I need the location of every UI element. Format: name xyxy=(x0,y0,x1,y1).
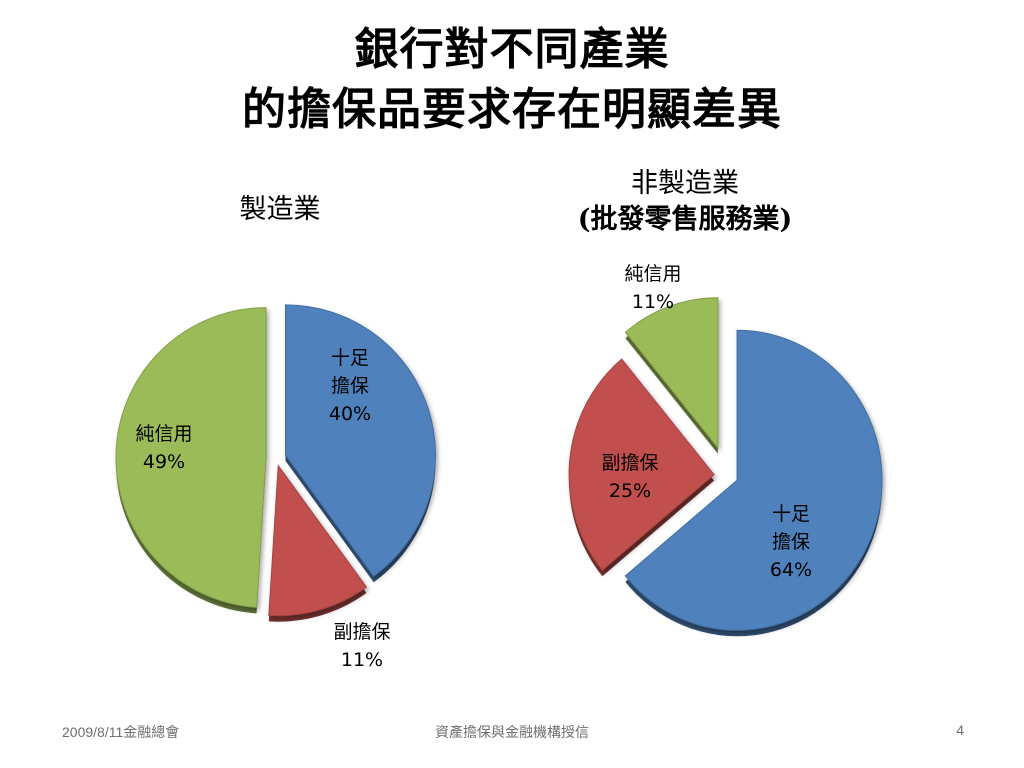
chart-title-line: 非製造業 xyxy=(631,168,739,199)
slice-label-sub-collateral: 副擔保 25% xyxy=(580,449,680,505)
slice-label-line: 十足 xyxy=(771,503,810,525)
slice-label-line: 純信用 xyxy=(135,423,193,445)
slice-label-line: 副擔保 xyxy=(601,452,659,474)
slice-label-full-collateral: 十足 擔保 64% xyxy=(746,500,836,584)
slice-value-label: 11% xyxy=(631,291,675,313)
slice-value-label: 40% xyxy=(328,403,372,425)
slice-sub-collateral xyxy=(568,358,715,572)
chart-title-line: 製造業 xyxy=(239,194,321,225)
slice-full-collateral xyxy=(285,304,437,577)
slice-label-line: 擔保 xyxy=(771,531,810,553)
slice-label-line: 擔保 xyxy=(330,375,369,397)
slide-title-line2: 的擔保品要求存在明顯差異 xyxy=(242,84,782,135)
slice-value-label: 64% xyxy=(769,559,813,581)
slice-label-pure-credit: 純信用 11% xyxy=(603,260,703,316)
slice-label-sub-collateral: 副擔保 11% xyxy=(312,618,412,674)
slice-value-label: 25% xyxy=(608,480,652,502)
chart-title-manufacturing: 製造業 xyxy=(170,192,390,228)
page-number: 4 xyxy=(956,722,964,738)
slice-label-full-collateral: 十足 擔保 40% xyxy=(305,344,395,428)
pie-chart-non-manufacturing xyxy=(568,297,883,637)
slice-pure-credit xyxy=(624,297,719,450)
slice-sub-collateral xyxy=(268,464,368,617)
slice-label-line: 純信用 xyxy=(624,263,682,285)
footer-topic: 資產擔保與金融機構授信 xyxy=(435,724,589,740)
slice-full-collateral xyxy=(624,329,883,631)
slice-label-line: 十足 xyxy=(330,347,369,369)
slice-label-line: 副擔保 xyxy=(333,621,391,643)
chart-title-non-manufacturing: 非製造業 (批發零售服務業) xyxy=(530,166,840,238)
slide-title-line1: 銀行對不同產業 xyxy=(354,24,670,75)
slice-value-label: 11% xyxy=(340,649,384,671)
slice-pure-credit xyxy=(115,307,267,608)
slice-value-label: 49% xyxy=(142,451,186,473)
slice-label-pure-credit: 純信用 49% xyxy=(114,420,214,476)
footer-date-org: 2009/8/11金融總會 xyxy=(62,724,180,740)
chart-title-line: (批發零售服務業) xyxy=(577,204,793,235)
pie-chart-manufacturing xyxy=(115,304,437,622)
